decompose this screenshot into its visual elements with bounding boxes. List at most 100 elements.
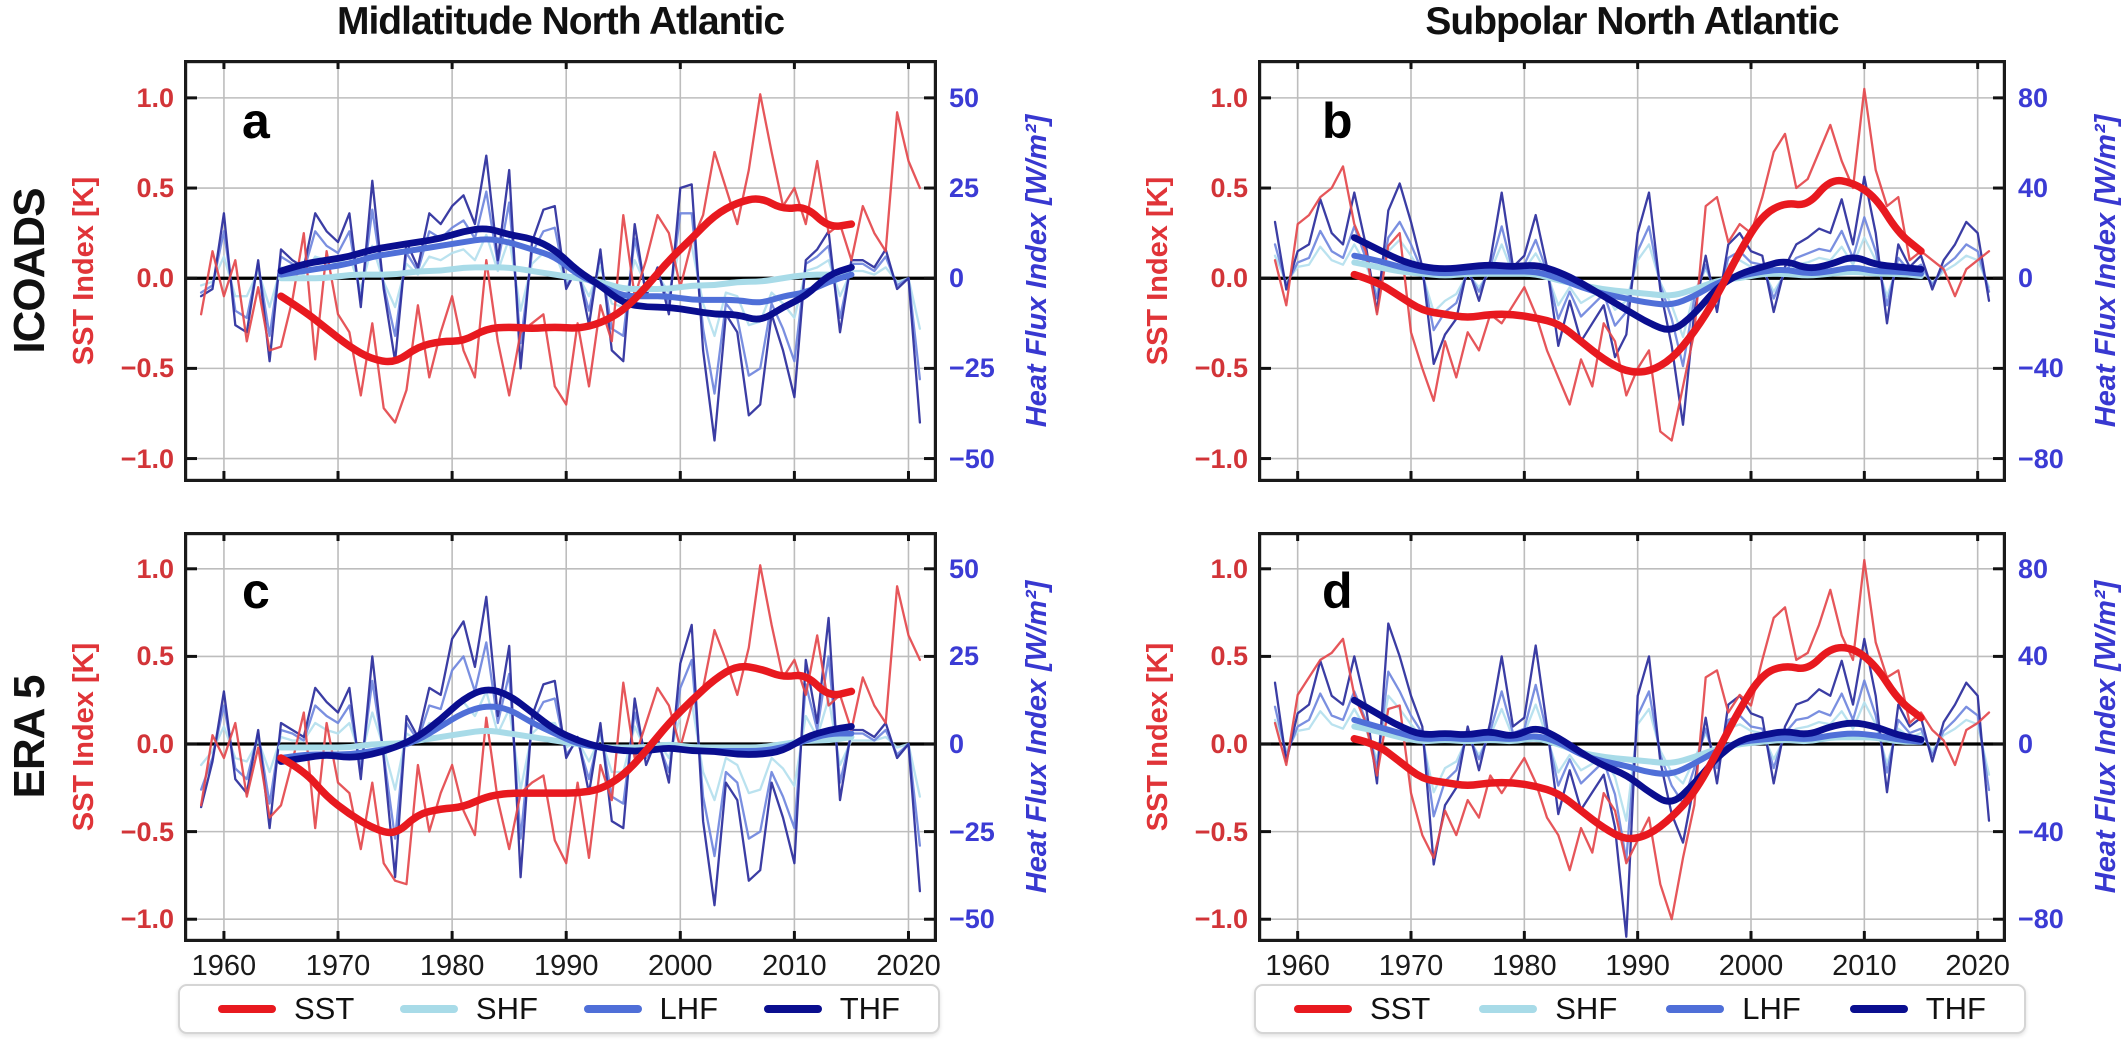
heatflux-tick-label: −80 bbox=[2018, 904, 2064, 935]
year-tick-label: 1990 bbox=[1605, 950, 1670, 982]
sst-line-swatch bbox=[218, 1005, 276, 1013]
sst-tick-label: −1.0 bbox=[120, 443, 174, 474]
heatflux-tick-label: 80 bbox=[2018, 553, 2049, 584]
heatflux-tick-label: −40 bbox=[2018, 816, 2064, 847]
year-tick-label: 1990 bbox=[533, 950, 599, 982]
sst-tick-label: 1.0 bbox=[1210, 82, 1248, 113]
heatflux-tick-label: 40 bbox=[2018, 641, 2049, 672]
heatflux-tick-label: 50 bbox=[949, 82, 980, 113]
year-tick-label: 1980 bbox=[1492, 950, 1557, 982]
sst-tick-label: −0.5 bbox=[120, 816, 174, 847]
sst-tick-label: 0.0 bbox=[136, 729, 174, 759]
sst-tick-label: −1.0 bbox=[120, 904, 174, 935]
sst-tick-label: 0.5 bbox=[1210, 173, 1248, 204]
year-tick-label: 1980 bbox=[419, 950, 485, 982]
column-title-subpolar: Subpolar North Atlantic bbox=[1425, 0, 1839, 43]
heatflux-tick-label: 80 bbox=[2018, 82, 2049, 113]
heatflux-tick-label: −50 bbox=[949, 904, 995, 935]
legend-label-lhf: LHF bbox=[659, 991, 719, 1026]
year-tick-label: 1970 bbox=[305, 950, 371, 982]
shf-line-swatch bbox=[399, 1005, 458, 1013]
lhf-line-swatch bbox=[583, 1005, 642, 1013]
sst-tick-label: −0.5 bbox=[120, 353, 174, 384]
sst-tick-label: 0.5 bbox=[136, 641, 174, 672]
sst-smoothed-line bbox=[1350, 176, 1925, 376]
thf-line-swatch bbox=[1849, 1005, 1908, 1013]
sst-tick-label: 1.0 bbox=[136, 553, 174, 584]
legend-label-lhf: LHF bbox=[1742, 991, 1801, 1026]
heatflux-tick-label: −25 bbox=[949, 353, 995, 384]
shf-smoothed-line bbox=[278, 727, 855, 751]
column-title-midlatitude: Midlatitude North Atlantic bbox=[336, 0, 785, 43]
sst-annual-line bbox=[1273, 558, 1991, 921]
year-tick-label: 2010 bbox=[1832, 950, 1897, 982]
heatflux-tick-label: 0 bbox=[2018, 263, 2034, 294]
lhf-line-swatch bbox=[1666, 1005, 1725, 1013]
thf-smoothed-line bbox=[277, 225, 855, 323]
lhf-smoothed-line bbox=[278, 236, 855, 306]
panel-d-plot bbox=[1258, 532, 2006, 942]
panel-c-plot bbox=[184, 532, 937, 942]
heatflux-tick-label: 50 bbox=[949, 553, 980, 584]
legend-label-sst: SST bbox=[294, 991, 355, 1026]
legend-item-thf: THF bbox=[763, 991, 900, 1027]
lhf-smoothed-line bbox=[1351, 716, 1924, 777]
year-tick-label: 2000 bbox=[1718, 950, 1784, 982]
sst-annual-line bbox=[1273, 87, 1991, 442]
legend-midlatitude: SST SHF LHF THF bbox=[178, 984, 940, 1034]
thf-annual-line bbox=[199, 154, 922, 442]
sst-tick-label: 0.0 bbox=[136, 263, 174, 294]
sst-tick-label: 0.5 bbox=[136, 173, 174, 204]
legend-item-shf: SHF bbox=[399, 991, 538, 1027]
legend-item-thf: THF bbox=[1849, 991, 1986, 1027]
sst-tick-label: 0.5 bbox=[1210, 641, 1248, 672]
thf-smoothed-line bbox=[1350, 696, 1925, 805]
heatflux-tick-label: −80 bbox=[2018, 443, 2064, 474]
plot-frame bbox=[184, 532, 937, 942]
heatflux-tick-label: −40 bbox=[2018, 353, 2064, 384]
legend-item-shf: SHF bbox=[1479, 991, 1617, 1027]
thf-annual-line bbox=[199, 595, 922, 907]
thf-smoothed-line bbox=[277, 686, 855, 765]
year-tick-label: 2020 bbox=[876, 950, 941, 982]
legend-item-lhf: LHF bbox=[583, 991, 719, 1027]
panel-letter-d: d bbox=[1322, 563, 1353, 619]
sst-tick-label: −0.5 bbox=[1194, 816, 1248, 847]
legend-label-thf: THF bbox=[1925, 991, 1986, 1026]
legend-label-thf: THF bbox=[839, 991, 900, 1026]
sst-tick-label: 1.0 bbox=[136, 82, 174, 113]
row-label-icoads: ICOADS bbox=[5, 188, 54, 354]
legend-item-sst: SST bbox=[218, 991, 354, 1027]
sst-smoothed-line bbox=[277, 195, 856, 366]
legend-label-shf: SHF bbox=[1555, 991, 1618, 1026]
year-tick-label: 1960 bbox=[191, 950, 257, 982]
panel-letter-c: c bbox=[242, 563, 270, 619]
sst-tick-label: −1.0 bbox=[1194, 443, 1248, 474]
plot-frame bbox=[1258, 532, 2006, 942]
sst-smoothed-line bbox=[1350, 643, 1925, 843]
legend-item-sst: SST bbox=[1294, 991, 1430, 1027]
thf-line-swatch bbox=[763, 1005, 822, 1013]
heatflux-tick-label: 40 bbox=[2018, 173, 2049, 204]
year-tick-label: 2000 bbox=[648, 950, 713, 982]
thf-annual-line bbox=[1273, 622, 1991, 938]
legend-item-lhf: LHF bbox=[1666, 991, 1801, 1027]
heatflux-tick-label: 25 bbox=[949, 173, 980, 204]
plot-frame bbox=[1258, 60, 2006, 482]
year-tick-label: 2010 bbox=[762, 950, 827, 982]
heatflux-tick-label: 0 bbox=[949, 263, 965, 294]
heatflux-tick-label: −50 bbox=[949, 443, 995, 474]
year-tick-label: 1960 bbox=[1265, 950, 1330, 982]
heatflux-tick-label: 0 bbox=[2018, 729, 2034, 759]
sst-tick-label: −0.5 bbox=[1194, 353, 1248, 384]
thf-smoothed-line bbox=[1350, 234, 1925, 333]
heatflux-tick-label: 25 bbox=[949, 641, 980, 672]
shf-line-swatch bbox=[1479, 1005, 1538, 1013]
panel-a-plot bbox=[184, 60, 937, 482]
year-tick-label: 2020 bbox=[1945, 950, 2010, 982]
panel-letter-a: a bbox=[242, 93, 270, 149]
legend-subpolar: SST SHF LHF THF bbox=[1254, 984, 2026, 1034]
lhf-smoothed-line bbox=[1351, 252, 1924, 308]
sst-smoothed-line bbox=[277, 662, 856, 837]
shf-annual-line bbox=[1273, 694, 1991, 822]
